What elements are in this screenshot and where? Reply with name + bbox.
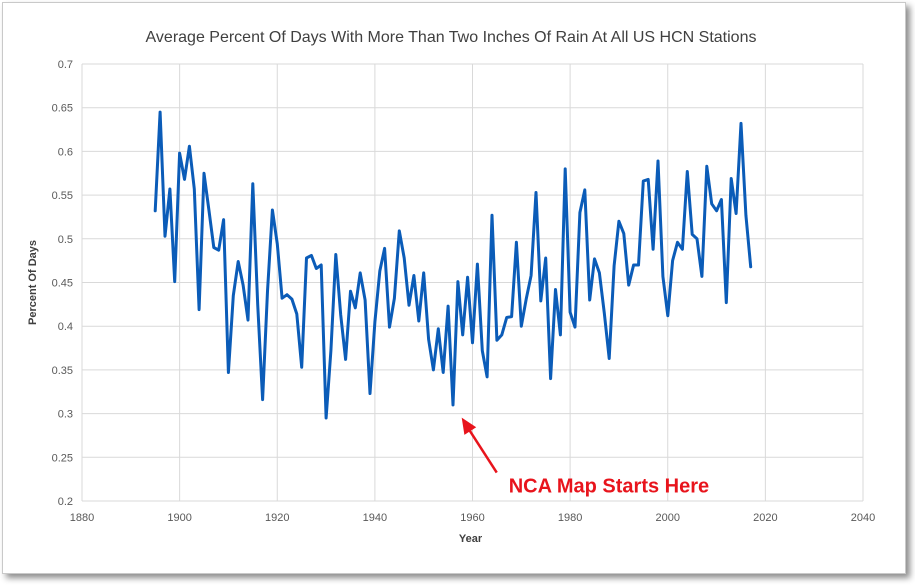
x-axis-title: Year <box>459 533 483 545</box>
x-tick-label: 1980 <box>558 512 582 524</box>
x-tick-label: 1880 <box>70 512 94 524</box>
chart-frame <box>2 2 906 574</box>
x-tick-label: 1920 <box>265 512 289 524</box>
y-tick-label: 0.3 <box>58 409 73 421</box>
annotation-label: NCA Map Starts Here <box>509 476 709 498</box>
series-line <box>153 110 753 420</box>
y-axis-title: Percent Of Days <box>27 240 39 325</box>
y-tick-label: 0.2 <box>58 496 73 508</box>
annotation-arrow-shaft <box>466 426 498 474</box>
annotation-group: NCA Map Starts Here <box>461 417 709 498</box>
y-tick-label: 0.6 <box>58 146 73 158</box>
y-tick-label: 0.5 <box>58 234 73 246</box>
gridlines <box>81 63 864 502</box>
x-tick-label: 2040 <box>851 512 875 524</box>
y-tick-label: 0.4 <box>58 321 73 333</box>
y-tick-label: 0.55 <box>52 190 73 202</box>
y-tick-label: 0.35 <box>52 365 73 377</box>
x-tick-labels: 1880 1900 1920 1940 1960 1980 2000 2020 2040 <box>70 512 875 524</box>
x-tick-label: 2020 <box>753 512 777 524</box>
x-tick-label: 2000 <box>656 512 680 524</box>
y-tick-labels: 0.2 0.25 0.3 0.35 0.4 0.45 0.5 0.55 0.6 0.65 0.7 <box>52 59 73 508</box>
series-group <box>153 110 753 420</box>
x-tick-label: 1940 <box>363 512 387 524</box>
annotation-arrow-head <box>461 417 477 435</box>
x-tick-label: 1900 <box>167 512 191 524</box>
x-tick-label: 1960 <box>460 512 484 524</box>
y-tick-label: 0.65 <box>52 103 73 115</box>
chart-title: Average Percent Of Days With More Than T… <box>146 29 757 46</box>
y-tick-label: 0.7 <box>58 59 73 71</box>
y-tick-label: 0.45 <box>52 278 73 290</box>
y-tick-label: 0.25 <box>52 452 73 464</box>
